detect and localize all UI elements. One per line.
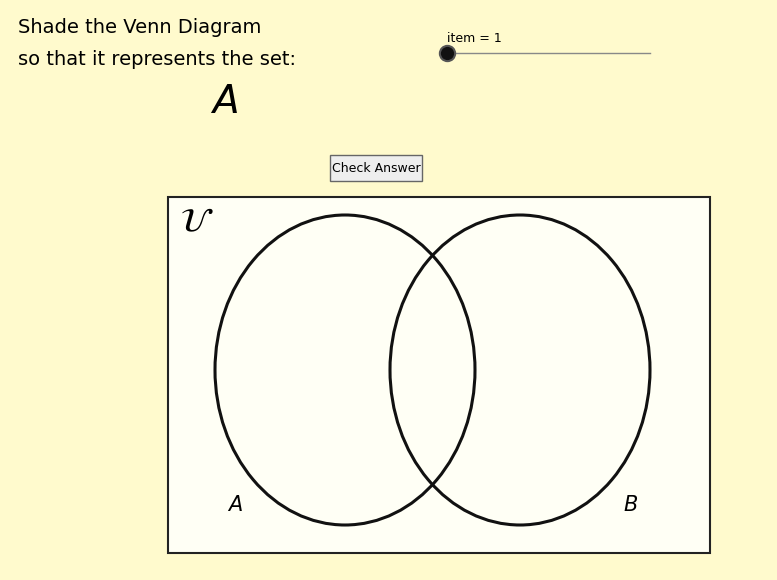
Text: so that it represents the set:: so that it represents the set: [18,50,296,69]
Text: Shade the Venn Diagram: Shade the Venn Diagram [18,18,261,37]
Text: $\mathit{A}$: $\mathit{A}$ [210,84,238,121]
Text: item = 1: item = 1 [447,32,502,45]
Text: Check Answer: Check Answer [332,161,420,175]
FancyBboxPatch shape [330,155,422,181]
Bar [168,197,710,553]
Text: $\mathit{A}$: $\mathit{A}$ [227,495,243,515]
Text: $\mathit{B}$: $\mathit{B}$ [623,495,638,515]
Text: $\mathcal{U}$: $\mathcal{U}$ [180,205,214,238]
